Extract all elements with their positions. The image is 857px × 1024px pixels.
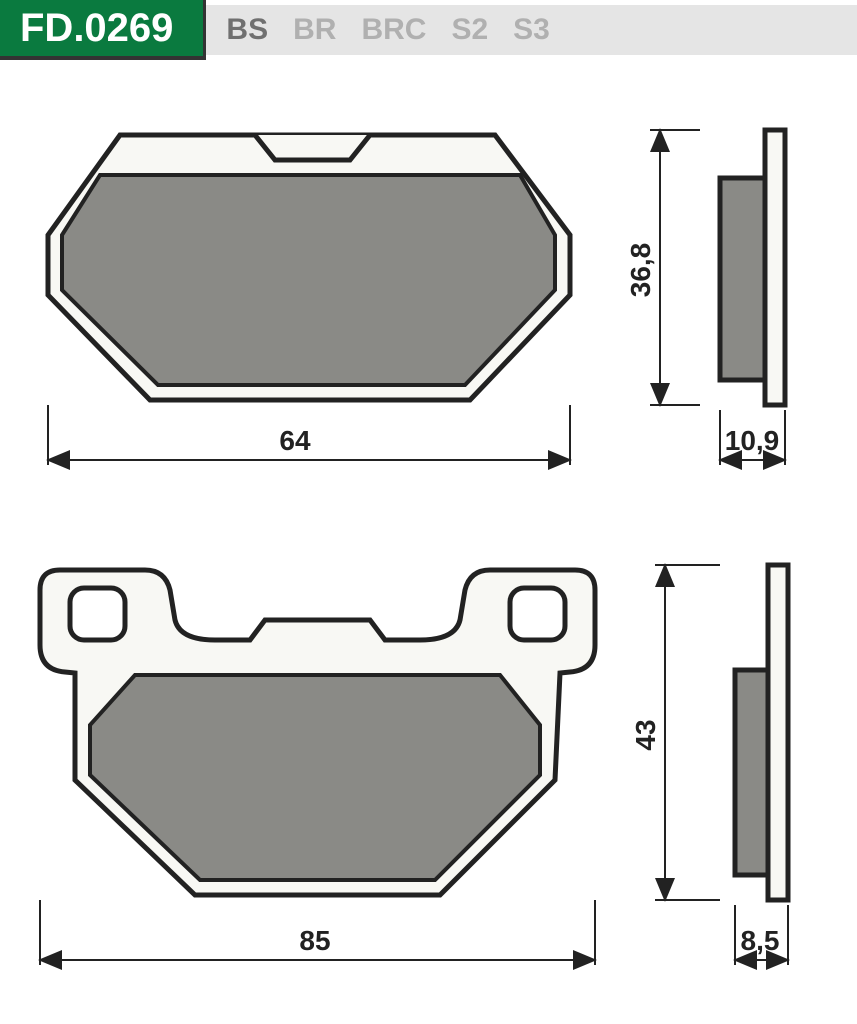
product-code: FD.0269 [0,0,206,60]
pad1-face [48,135,570,400]
pad1-width-dim: 64 [48,405,570,465]
tag-brc: BRC [361,13,426,47]
pad2-thickness-label: 8,5 [741,925,780,956]
pad2-side [735,565,788,900]
pad2-width-label: 85 [299,925,330,956]
tag-strip: BS BR BRC S2 S3 [206,5,857,55]
pad2-width-dim: 85 [40,900,595,965]
pad1-width-label: 64 [279,425,311,456]
pad2-face [40,570,595,895]
tag-s2: S2 [451,13,488,47]
header-bar: FD.0269 BS BR BRC S2 S3 [0,0,857,60]
pad1-thickness-dim: 10,9 [720,410,785,465]
pad1-height-label: 36,8 [625,243,656,298]
tag-bs: BS [226,13,268,47]
pad1-side [720,130,785,405]
technical-drawing: 64 36,8 10,9 85 [0,60,857,1020]
pad2-height-dim: 43 [630,565,720,900]
pad2-thickness-dim: 8,5 [735,905,788,965]
pad2-height-label: 43 [630,719,661,750]
product-code-text: FD.0269 [20,6,173,51]
tag-br: BR [293,13,336,47]
tag-s3: S3 [513,13,550,47]
diagram-area: 64 36,8 10,9 85 [0,60,857,1020]
pad1-height-dim: 36,8 [625,130,700,405]
pad1-thickness-label: 10,9 [725,425,780,456]
